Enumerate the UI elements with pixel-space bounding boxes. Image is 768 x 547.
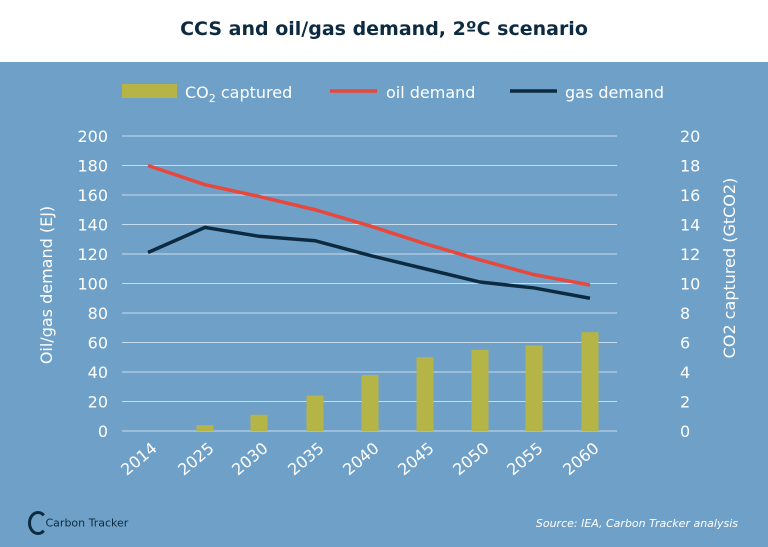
y-right-tick: 10	[680, 275, 700, 294]
chart-title: CCS and oil/gas demand, 2ºC scenario	[180, 18, 588, 40]
line-gas-demand	[147, 225, 591, 300]
x-tick: 2045	[394, 439, 437, 480]
y-left-tick: 140	[77, 216, 108, 235]
y-left-tick: 180	[77, 157, 108, 176]
bar-2060	[581, 332, 599, 431]
legend-co2-captured: CO2 captured	[185, 83, 292, 105]
legend-swatch-co2	[122, 84, 177, 98]
y-right-tick: 20	[680, 127, 700, 146]
y-right-tick: 12	[680, 245, 700, 264]
bar-2030	[250, 414, 268, 431]
y-left-tick: 60	[88, 334, 108, 353]
y-right-title: CO2 captured (GtCO2)	[720, 178, 739, 359]
x-tick: 2040	[339, 439, 382, 480]
y-right-tick: 4	[680, 363, 690, 382]
y-left-tick: 100	[77, 275, 108, 294]
y-right-tick: 0	[680, 422, 690, 441]
logo-ring-icon	[28, 511, 48, 535]
y-left-tick: 80	[88, 304, 108, 323]
bar-2055	[525, 345, 543, 431]
y-right-tick: 2	[680, 393, 690, 412]
source-note: Source: IEA, Carbon Tracker analysis	[535, 517, 738, 530]
bar-2045	[416, 357, 434, 431]
chart-panel	[0, 62, 768, 547]
y-right-tick: 8	[680, 304, 690, 323]
x-tick: 2030	[228, 439, 271, 480]
y-right-tick: 6	[680, 334, 690, 353]
y-left-tick: 120	[77, 245, 108, 264]
y-left-title: Oil/gas demand (EJ)	[37, 206, 56, 364]
logo-text: Carbon Tracker	[45, 516, 129, 530]
x-tick: 2060	[559, 439, 602, 480]
bar-2035	[306, 395, 324, 431]
x-tick: 2014	[117, 439, 160, 480]
y-right-tick: 14	[680, 216, 700, 235]
legend-oil-demand: oil demand	[386, 83, 475, 102]
y-left-tick: 200	[77, 127, 108, 146]
x-tick: 2025	[174, 439, 217, 480]
x-tick: 2055	[503, 439, 546, 480]
line-oil-demand	[147, 163, 591, 287]
y-left-tick: 40	[88, 363, 108, 382]
y-left-tick: 20	[88, 393, 108, 412]
y-left-tick: 0	[98, 422, 108, 441]
x-tick: 2035	[284, 439, 327, 480]
bar-2040	[361, 374, 379, 431]
x-tick: 2050	[449, 439, 492, 480]
legend-gas-demand: gas demand	[565, 83, 664, 102]
y-right-tick: 18	[680, 157, 700, 176]
carbon-tracker-logo: Carbon Tracker	[28, 511, 128, 535]
y-right-tick: 16	[680, 186, 700, 205]
bar-2025	[196, 425, 214, 431]
bar-2050	[471, 349, 489, 431]
title-band	[0, 0, 768, 62]
y-left-tick: 160	[77, 186, 108, 205]
